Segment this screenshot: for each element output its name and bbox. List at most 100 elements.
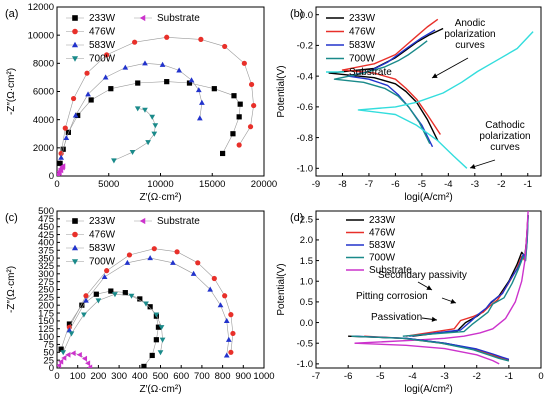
- data-point-476w: [211, 275, 217, 282]
- legend-item-substrate: Substrate: [134, 216, 200, 227]
- y-tick-label: -0.8: [297, 133, 313, 144]
- legend-marker: [72, 231, 78, 238]
- data-point-476w: [62, 125, 68, 131]
- x-tick-label: -7: [365, 179, 373, 190]
- data-point-476w: [222, 293, 228, 299]
- annotation: Pitting corrosion: [356, 291, 457, 304]
- y-tick-label: 250: [38, 285, 54, 296]
- data-point-233w: [57, 160, 63, 166]
- data-point-700w: [112, 292, 118, 298]
- panel-label: (c): [5, 212, 18, 224]
- data-point-233w: [236, 114, 242, 120]
- x-axis-title: logi(A/cm²): [404, 384, 452, 395]
- y-tick-label: 350: [38, 253, 54, 264]
- data-point-476w: [70, 95, 77, 102]
- data-point-700w: [60, 350, 67, 356]
- legend-label: 700W: [369, 253, 396, 264]
- data-point-233w: [66, 321, 73, 327]
- series-line-476w: [60, 36, 254, 154]
- legend-marker: [72, 15, 78, 21]
- y-tick-label: 1.5: [300, 256, 313, 267]
- arrow-head: [431, 316, 437, 322]
- x-tick-label: -8: [338, 179, 346, 190]
- data-point-700w: [159, 337, 166, 343]
- legend-item-233w: 233W: [66, 216, 116, 227]
- x-tick-label: -7: [312, 371, 320, 382]
- panel-label: (d): [290, 212, 303, 224]
- x-tick-label: 20000: [251, 179, 277, 190]
- data-point-583w: [188, 77, 195, 83]
- legend-label: 583W: [89, 40, 116, 51]
- x-tick-label: 200: [90, 371, 106, 382]
- data-point-substrate: [76, 351, 82, 358]
- data-point-233w: [108, 86, 114, 92]
- legend-label: 476W: [89, 230, 116, 241]
- data-point-583w: [124, 259, 131, 265]
- data-point-476w: [126, 252, 133, 258]
- y-tick-label: -0.4: [297, 71, 313, 82]
- data-point-233w: [186, 80, 193, 86]
- x-tick-label: -4: [408, 371, 416, 382]
- y-tick-label: 0: [49, 171, 54, 182]
- data-point-233w: [79, 302, 85, 308]
- data-point-700w: [68, 331, 75, 337]
- data-point-substrate: [87, 364, 93, 368]
- legend-marker: [139, 14, 146, 22]
- series-line-700w: [333, 40, 431, 145]
- x-tick-label: -9: [312, 179, 320, 190]
- data-point-476w: [104, 52, 110, 58]
- annotation-text: polarization: [444, 29, 495, 40]
- y-tick-label: 0.5: [300, 297, 313, 308]
- y-tick-label: -0.5: [297, 338, 313, 349]
- y-axis-title: -Z″(Ω·cm²): [6, 68, 17, 115]
- y-tick-label: 375: [38, 245, 54, 256]
- legend-item-700w: 700W: [346, 253, 396, 264]
- series-line-700w: [113, 108, 156, 161]
- data-point-583w: [122, 64, 129, 70]
- x-tick-label: -2: [472, 371, 480, 382]
- legend-label: 233W: [349, 13, 376, 24]
- data-point-233w: [230, 131, 236, 137]
- legend: 233W 476W 583W 700W Substrate: [326, 13, 392, 78]
- legend-item-233w: 233W: [66, 13, 116, 24]
- plot-frame: [315, 210, 542, 369]
- x-tick-label: 5000: [98, 179, 119, 190]
- x-tick-label: -6: [391, 179, 399, 190]
- data-point-583w: [66, 327, 73, 333]
- data-point-476w: [164, 34, 170, 40]
- x-tick-label: 700: [194, 371, 210, 382]
- legend: 233W 476W 583W 700W Substrate: [66, 216, 200, 268]
- annotation-arrow: [431, 57, 469, 79]
- legend-item-233w: 233W: [346, 215, 396, 226]
- y-tick-label: 450: [38, 222, 54, 233]
- series-line-476w: [341, 18, 441, 135]
- data-point-233w: [88, 97, 94, 103]
- data-point-583w: [142, 60, 148, 66]
- data-point-476w: [230, 330, 236, 337]
- data-point-700w: [81, 312, 87, 318]
- data-point-476w: [83, 293, 89, 299]
- data-point-700w: [129, 149, 136, 156]
- data-point-233w: [93, 291, 99, 297]
- legend-item-583w: 583W: [346, 240, 396, 251]
- annotation-text: polarization: [479, 131, 530, 142]
- data-point-476w: [104, 268, 110, 274]
- annotation-text: Pitting corrosion: [356, 291, 428, 302]
- legend: 233W 476W 583W 700W Substrate: [66, 13, 200, 65]
- annotation-text: curves: [455, 40, 484, 51]
- data-point-233w: [155, 324, 162, 330]
- x-tick-label: 0: [54, 371, 59, 382]
- x-tick-label: -3: [440, 371, 448, 382]
- data-point-233w: [135, 80, 141, 86]
- legend-label: 700W: [349, 54, 376, 65]
- data-point-233w: [58, 346, 64, 352]
- data-point-583w: [63, 134, 70, 141]
- x-tick-label: 300: [111, 371, 127, 382]
- x-tick-label: 10000: [147, 179, 173, 190]
- data-point-476w: [84, 70, 90, 76]
- data-point-583w: [190, 270, 197, 276]
- data-point-700w: [149, 114, 156, 120]
- x-tick-label: 600: [173, 371, 189, 382]
- series-line-476w: [69, 248, 234, 353]
